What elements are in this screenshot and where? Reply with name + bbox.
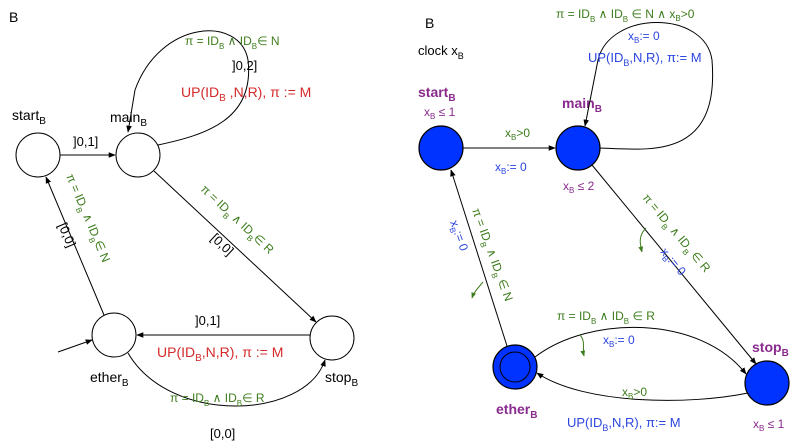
right-inv-main: xB ≤ 2 — [563, 179, 595, 195]
right-edge-ether-start — [450, 169, 508, 347]
right-clock: clock xB — [418, 43, 464, 61]
left-ether-start-guard: π = IDB ∧ IDB∈ N — [60, 172, 113, 266]
right-ether-start-guard: π = IDB ∧ IDB ∈ N — [466, 206, 515, 304]
left-label-start: startB — [12, 107, 46, 127]
right-ether-start-reset: xB:= 0 — [445, 218, 471, 254]
right-start-main-guard: xB>0 — [505, 126, 530, 142]
right-start-main-reset: xB:= 0 — [495, 160, 527, 176]
right-label-main: mainB — [562, 95, 602, 115]
right-stop-ether-update: UP(IDB,N,R), π:= M — [567, 415, 681, 433]
left-edge-ether-start — [45, 176, 105, 316]
right-state-ether — [492, 344, 538, 390]
left-stop-ether-interval: ]0,1] — [195, 313, 220, 328]
right-hook-ether-start — [471, 281, 484, 299]
left-main-loop-interval: ]0,2] — [232, 58, 257, 73]
right-state-start — [418, 125, 464, 171]
left-ether-stop-interval: [0,0] — [210, 426, 235, 441]
left-state-ether — [91, 312, 137, 358]
right-edge-stop-ether — [536, 372, 749, 401]
right-edge-main-stop — [591, 164, 757, 365]
left-main-stop-interval: [0,0] — [208, 230, 237, 258]
left-label-ether: etherB — [90, 369, 129, 389]
left-label-stop: stopB — [325, 369, 358, 389]
left-edge-initial — [57, 339, 93, 353]
left-ether-start-interval: [0,0] — [55, 220, 79, 249]
right-automaton: B clock xB startB xB ≤ 1 mainB xB ≤ 2 et… — [418, 7, 790, 433]
left-ether-stop-guard: π = IDB ∧ IDB∈ R — [170, 391, 265, 408]
left-edge-ether-stop — [127, 352, 326, 407]
right-stop-ether-guard: xB>0 — [622, 385, 647, 401]
left-title: B — [9, 9, 18, 25]
left-automaton: B startB mainB etherB stopB ]0,1] π = ID… — [9, 9, 358, 441]
right-state-main — [555, 125, 601, 171]
right-title: B — [425, 15, 434, 31]
right-edge-ether-stop — [534, 326, 747, 375]
right-inv-start: xB ≤ 1 — [424, 105, 456, 121]
left-state-stop — [309, 315, 355, 361]
right-main-loop-update: UP(IDB,N,R), π:= M — [588, 50, 702, 68]
left-edge-main-stop — [153, 170, 317, 323]
right-ether-stop-guard: π = IDB ∧ IDB ∈ R — [557, 309, 655, 326]
right-state-stop — [744, 360, 790, 406]
right-inv-stop: xB ≤ 1 — [753, 417, 785, 433]
right-label-stop: stopB — [752, 339, 789, 359]
left-start-main-interval: ]0,1] — [73, 134, 98, 149]
left-edge-main-loop — [126, 30, 250, 146]
right-hook-main-stop — [638, 227, 647, 253]
right-label-start: startB — [418, 84, 456, 104]
right-label-ether: etherB — [496, 401, 537, 421]
left-state-main — [115, 132, 161, 178]
left-main-loop-guard: π = IDB ∧ IDB∈ N — [185, 34, 280, 51]
right-ether-stop-reset: xB:= 0 — [603, 333, 635, 349]
right-edge-main-loop — [583, 22, 714, 150]
right-hook-ether-stop — [579, 334, 586, 357]
left-label-main: mainB — [110, 109, 147, 129]
right-main-loop-guard: π = IDB ∧ IDB ∈ N ∧ xB>0 — [556, 7, 695, 24]
right-state-ether-inner — [499, 351, 531, 383]
left-state-start — [15, 132, 61, 178]
left-stop-ether-update: UP(IDB,N,R), π := M — [157, 344, 283, 364]
right-main-loop-reset: xB:= 0 — [628, 29, 660, 45]
left-main-loop-update: UP(IDB ,N,R), π := M — [181, 84, 311, 104]
